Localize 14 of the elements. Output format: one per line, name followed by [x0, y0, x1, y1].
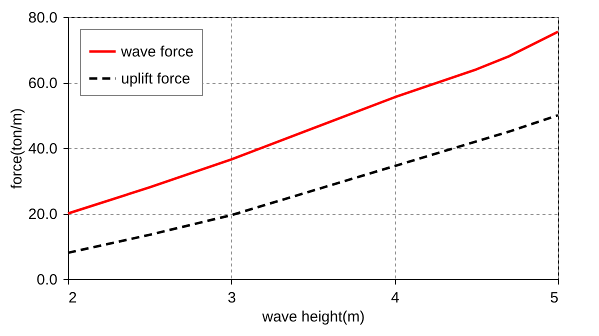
x-tick-label: 4 — [390, 290, 400, 306]
legend-label: wave force — [120, 44, 194, 60]
legend-label: uplift force — [121, 70, 190, 88]
x-tick-label: 2 — [68, 290, 77, 306]
y-tick-label: 0.0 — [36, 272, 58, 288]
y-tick-label: 60.0 — [28, 75, 58, 92]
y-tick-label: 80.0 — [28, 10, 58, 26]
y-axis-title: force(ton/m) — [8, 108, 26, 189]
y-tick-label: 20.0 — [28, 206, 58, 223]
x-axis-title: wave height(m) — [261, 308, 365, 326]
x-tick-label: 5 — [550, 290, 558, 306]
line-series — [66, 30, 560, 215]
x-tick-label: 3 — [228, 290, 236, 306]
y-tick-label: 40.0 — [28, 140, 58, 158]
